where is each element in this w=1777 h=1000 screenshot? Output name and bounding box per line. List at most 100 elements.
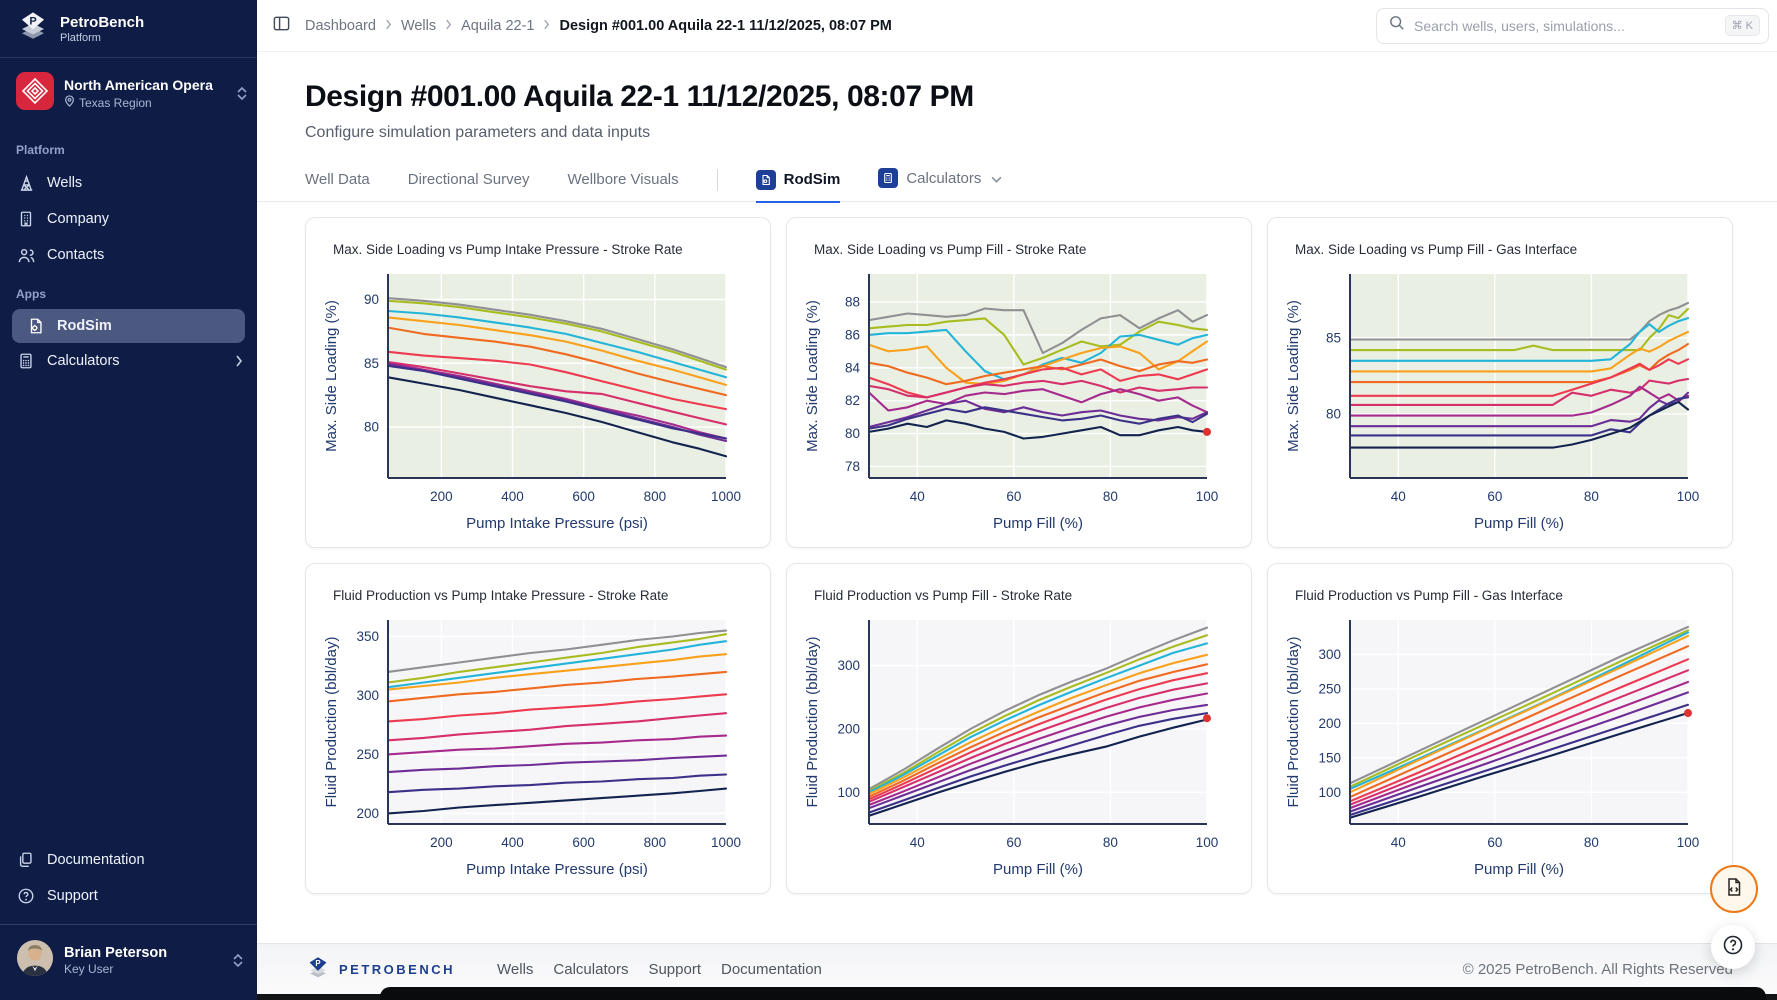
svg-text:200: 200 bbox=[430, 835, 453, 850]
svg-text:100: 100 bbox=[1318, 785, 1341, 800]
svg-text:100: 100 bbox=[837, 785, 860, 800]
user-menu-chevrons-icon bbox=[233, 954, 243, 967]
svg-text:40: 40 bbox=[1391, 489, 1406, 504]
org-switch-chevrons-icon bbox=[237, 87, 247, 100]
svg-text:250: 250 bbox=[356, 747, 379, 762]
sidebar-item-support[interactable]: Support bbox=[0, 878, 257, 914]
petrobench-logo-icon: P bbox=[16, 9, 50, 48]
svg-text:300: 300 bbox=[837, 658, 860, 673]
svg-text:Fluid Production (bbl/day): Fluid Production (bbl/day) bbox=[804, 637, 821, 808]
chevron-down-icon bbox=[991, 170, 1002, 187]
sidebar-toggle-icon[interactable] bbox=[272, 14, 291, 38]
chart-card: Fluid Production vs Pump Intake Pressure… bbox=[305, 563, 771, 894]
svg-text:Fluid Production (bbl/day): Fluid Production (bbl/day) bbox=[323, 637, 340, 808]
tab-wellbore-visuals[interactable]: Wellbore Visuals bbox=[567, 171, 679, 188]
sidebar-item-wells[interactable]: Wells bbox=[0, 165, 257, 201]
svg-text:Max. Side Loading (%): Max. Side Loading (%) bbox=[804, 300, 821, 452]
sidebar-item-calculators[interactable]: Calculators bbox=[0, 343, 257, 379]
svg-text:100: 100 bbox=[1677, 489, 1700, 504]
footer-link-calculators[interactable]: Calculators bbox=[553, 961, 629, 978]
svg-text:60: 60 bbox=[1487, 489, 1502, 504]
svg-text:Pump Fill (%): Pump Fill (%) bbox=[993, 515, 1083, 532]
tab-bar: Well Data Directional Survey Wellbore Vi… bbox=[257, 162, 1777, 203]
export-file-button[interactable] bbox=[1710, 865, 1758, 913]
svg-text:Max. Side Loading (%): Max. Side Loading (%) bbox=[1285, 300, 1302, 452]
svg-text:80: 80 bbox=[1326, 407, 1341, 422]
svg-text:P: P bbox=[315, 959, 320, 968]
main-area: Dashboard Wells Aquila 22-1 Design #001.… bbox=[257, 0, 1777, 1000]
calculator-chip-icon bbox=[878, 168, 899, 188]
svg-text:40: 40 bbox=[910, 835, 925, 850]
breadcrumb-dashboard[interactable]: Dashboard bbox=[305, 17, 376, 34]
footer-link-documentation[interactable]: Documentation bbox=[721, 961, 822, 978]
org-region: Texas Region bbox=[64, 95, 227, 110]
svg-text:60: 60 bbox=[1487, 835, 1502, 850]
svg-text:78: 78 bbox=[845, 459, 860, 474]
svg-text:80: 80 bbox=[1584, 489, 1599, 504]
footer-brand: P PETROBENCH bbox=[305, 954, 455, 985]
chart-card: Max. Side Loading vs Pump Fill - Gas Int… bbox=[1267, 217, 1733, 548]
chevron-right-icon bbox=[385, 18, 392, 34]
section-label-apps: Apps bbox=[16, 287, 46, 301]
help-button[interactable] bbox=[1711, 925, 1755, 969]
sidebar: P PetroBench Platform North American Ope… bbox=[0, 0, 257, 1000]
brand-name: PetroBench bbox=[60, 13, 145, 31]
sidebar-item-label: Support bbox=[47, 888, 98, 904]
chevron-right-icon bbox=[445, 18, 452, 34]
sidebar-item-label: Documentation bbox=[47, 852, 145, 868]
org-name: North American Opera bbox=[64, 77, 213, 93]
avatar bbox=[16, 939, 54, 982]
svg-text:300: 300 bbox=[1318, 647, 1341, 662]
footer-link-wells[interactable]: Wells bbox=[497, 961, 534, 978]
svg-text:1000: 1000 bbox=[711, 835, 741, 850]
tab-well-data[interactable]: Well Data bbox=[305, 171, 370, 188]
svg-text:Max. Side Loading (%): Max. Side Loading (%) bbox=[323, 300, 340, 452]
svg-text:800: 800 bbox=[644, 489, 667, 504]
tab-calculators[interactable]: Calculators bbox=[878, 168, 1002, 201]
search-icon bbox=[1389, 15, 1405, 36]
breadcrumb-wells[interactable]: Wells bbox=[400, 17, 437, 34]
derrick-icon bbox=[16, 173, 36, 193]
breadcrumb-well[interactable]: Aquila 22-1 bbox=[461, 17, 535, 34]
sidebar-spacer bbox=[0, 379, 257, 842]
svg-text:100: 100 bbox=[1196, 835, 1219, 850]
search-input[interactable] bbox=[1414, 17, 1716, 34]
svg-text:300: 300 bbox=[356, 688, 379, 703]
svg-text:Pump Fill (%): Pump Fill (%) bbox=[1474, 515, 1564, 532]
sidebar-item-rodsim[interactable]: RodSim bbox=[12, 309, 245, 343]
svg-text:250: 250 bbox=[1318, 681, 1341, 696]
sidebar-item-company[interactable]: Company bbox=[0, 201, 257, 237]
chart-svg: 40 60 80 100 80 85 Pump Fill (%) Max. Side Load… bbox=[1285, 274, 1700, 532]
tab-divider bbox=[716, 169, 718, 191]
user-menu[interactable]: Brian Peterson Key User bbox=[0, 925, 257, 1000]
tab-rodsim[interactable]: RodSim bbox=[755, 169, 841, 203]
svg-text:Pump Fill (%): Pump Fill (%) bbox=[1474, 861, 1564, 878]
sidebar-item-contacts[interactable]: Contacts bbox=[0, 237, 257, 273]
svg-text:200: 200 bbox=[1318, 716, 1341, 731]
svg-text:100: 100 bbox=[1677, 835, 1700, 850]
svg-text:88: 88 bbox=[845, 294, 860, 309]
breadcrumb-current: Design #001.00 Aquila 22-1 11/12/2025, 0… bbox=[559, 17, 892, 34]
background-window-bar bbox=[380, 987, 1766, 1000]
svg-text:600: 600 bbox=[572, 489, 595, 504]
sidebar-item-documentation[interactable]: Documentation bbox=[0, 842, 257, 878]
global-search[interactable]: ⌘ K bbox=[1376, 7, 1769, 44]
rodsim-file-icon bbox=[26, 316, 46, 336]
svg-text:80: 80 bbox=[1103, 835, 1118, 850]
svg-text:86: 86 bbox=[845, 327, 860, 342]
chart-svg: 40 60 80 100 100 150 200 250 300 Pump Fill (%) Flu… bbox=[1285, 620, 1700, 878]
help-circle-icon bbox=[16, 886, 36, 906]
sidebar-item-label: Contacts bbox=[47, 247, 105, 263]
charts-grid: Max. Side Loading vs Pump Intake Pressur… bbox=[257, 202, 1777, 894]
org-selector[interactable]: North American Opera Texas Region bbox=[0, 58, 257, 129]
chart-card: Max. Side Loading vs Pump Fill - Stroke … bbox=[786, 217, 1252, 548]
tab-directional-survey[interactable]: Directional Survey bbox=[407, 171, 530, 188]
petrobench-footer-logo-icon: P bbox=[305, 954, 331, 985]
svg-text:60: 60 bbox=[1006, 489, 1021, 504]
pages-icon bbox=[16, 850, 36, 870]
section-label-platform: Platform bbox=[16, 143, 65, 157]
svg-text:85: 85 bbox=[1326, 330, 1341, 345]
svg-text:60: 60 bbox=[1006, 835, 1021, 850]
footer-link-support[interactable]: Support bbox=[648, 961, 701, 978]
chart-svg: 40 60 80 100 78 80 82 84 86 88 Pump Fill (%) Max. S… bbox=[804, 274, 1218, 532]
